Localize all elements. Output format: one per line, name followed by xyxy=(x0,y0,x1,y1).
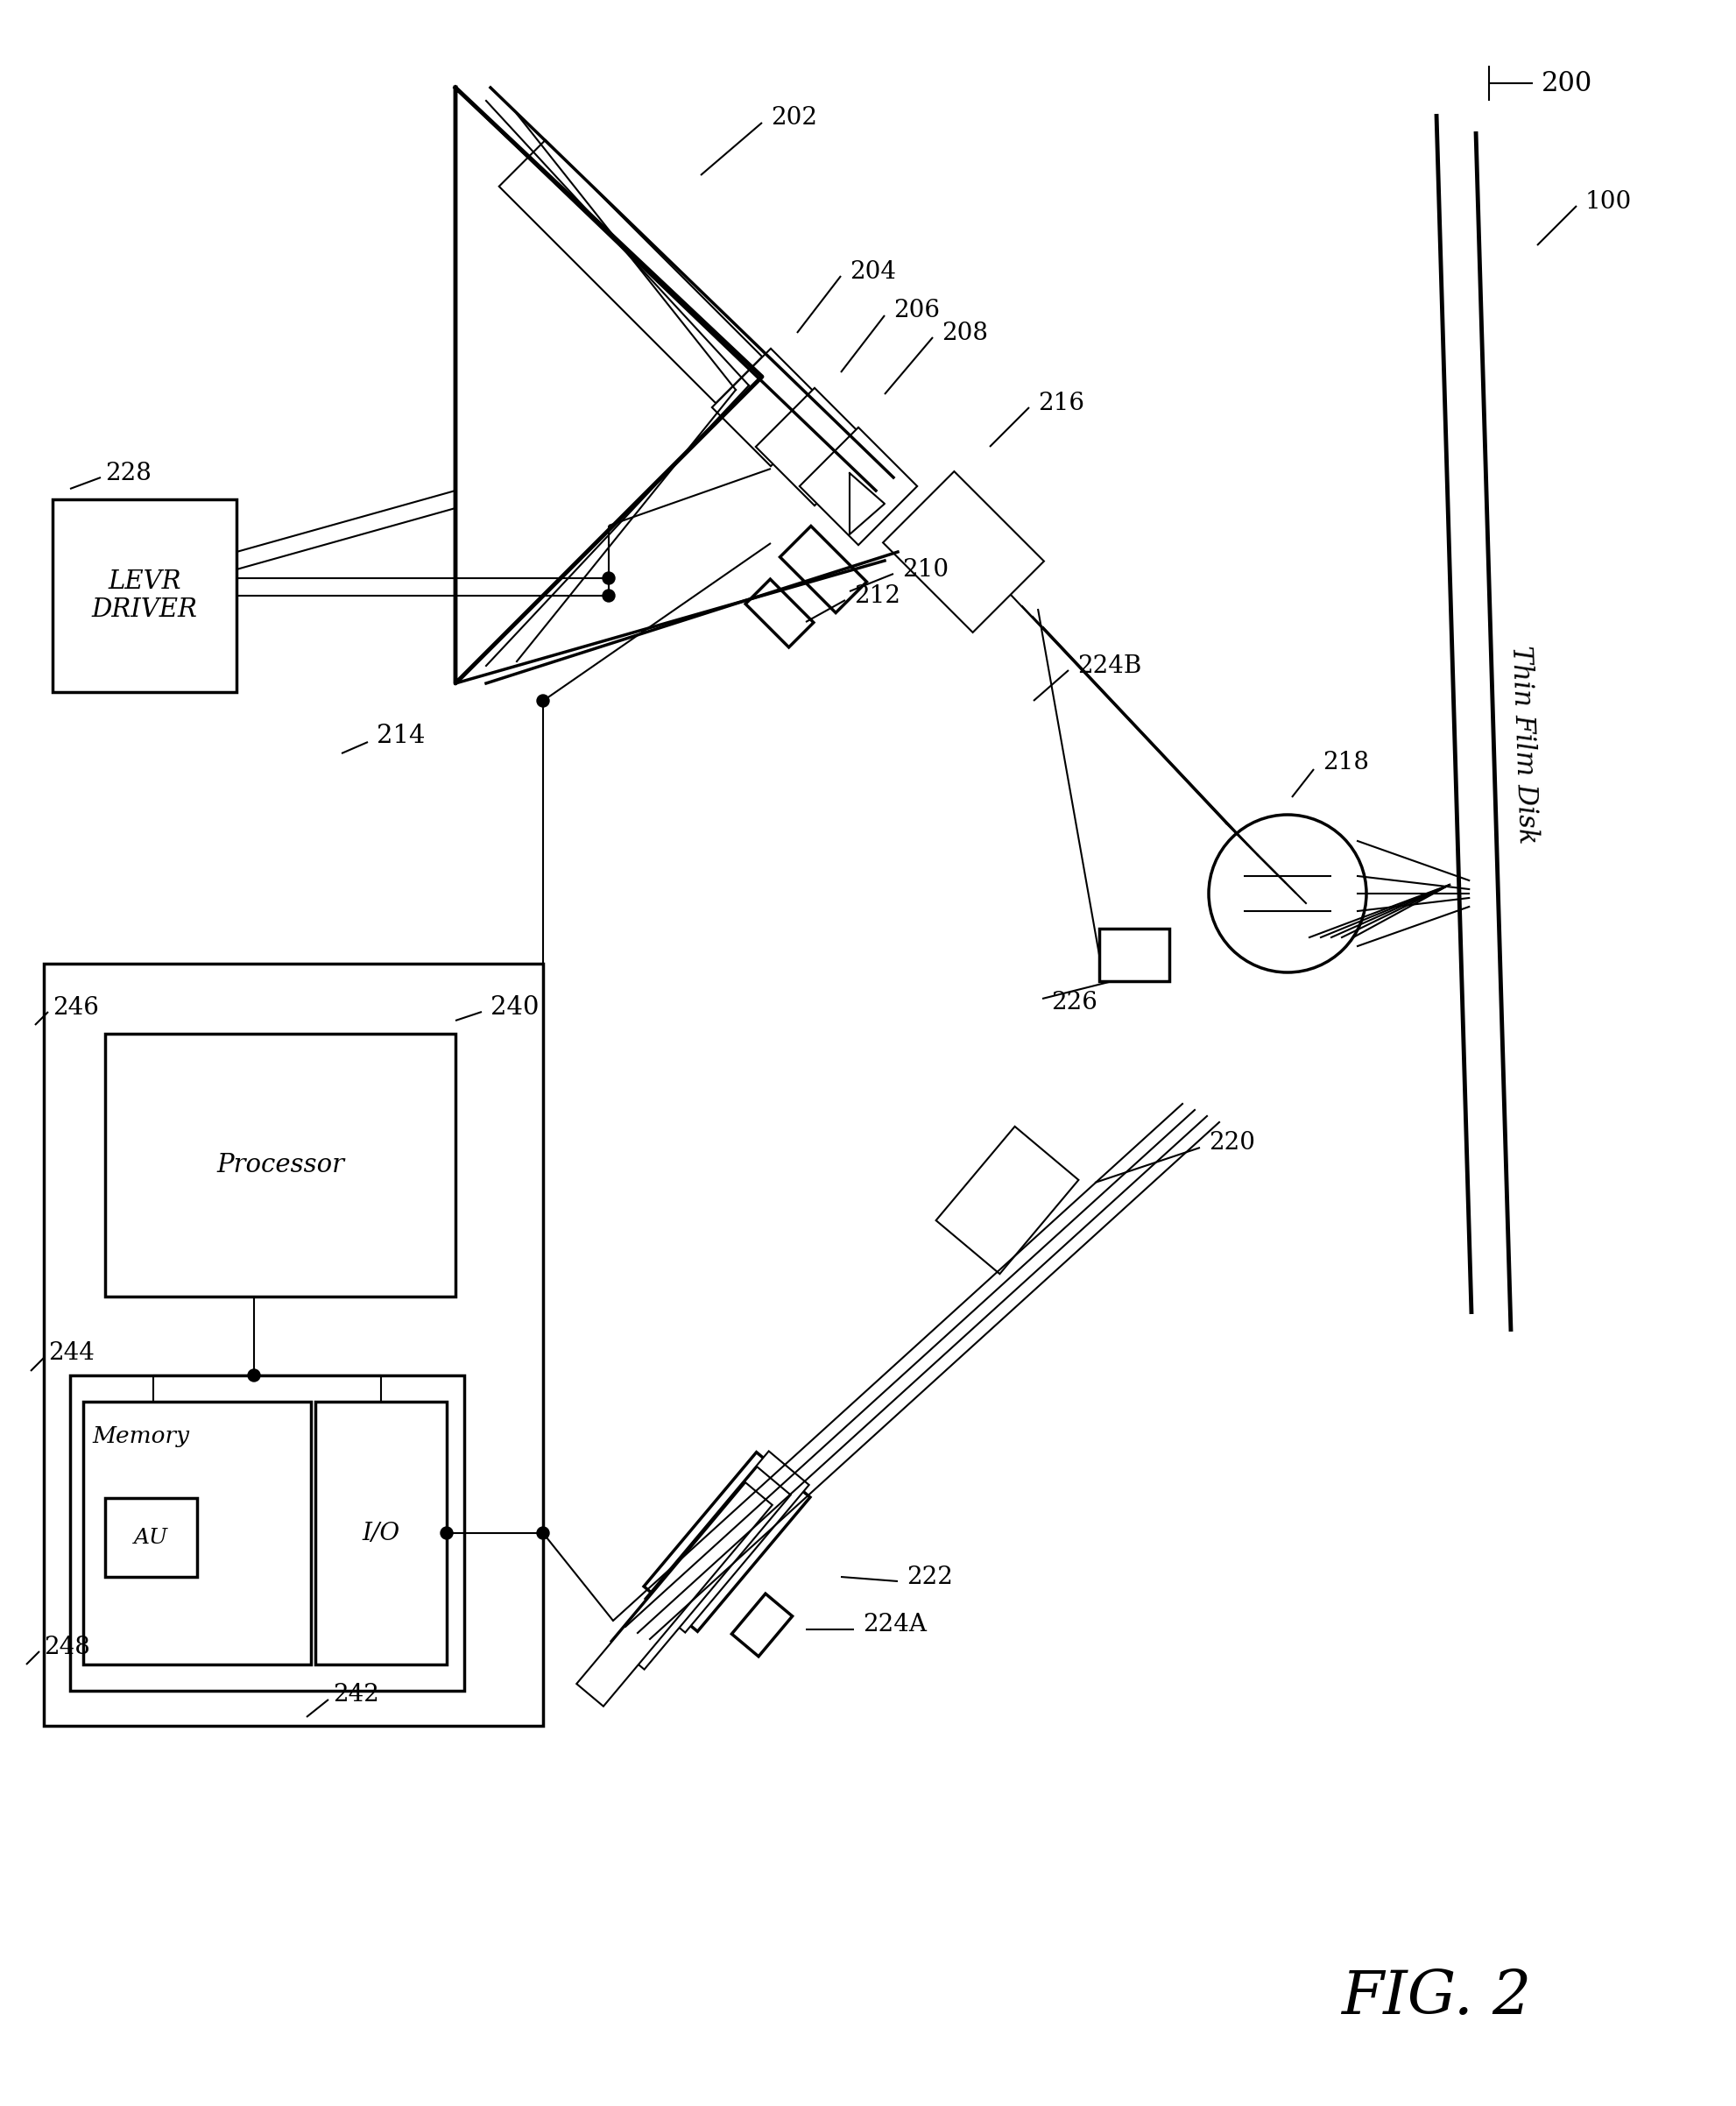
Text: 202: 202 xyxy=(771,107,816,131)
Text: 100: 100 xyxy=(1585,190,1632,213)
Polygon shape xyxy=(720,358,819,457)
Text: 216: 216 xyxy=(1038,392,1083,415)
Polygon shape xyxy=(644,1451,809,1632)
Polygon shape xyxy=(936,1127,1078,1274)
Text: Thin Film Disk: Thin Film Disk xyxy=(1505,644,1540,845)
Circle shape xyxy=(536,1527,549,1539)
Text: 248: 248 xyxy=(43,1634,90,1660)
Text: 222: 222 xyxy=(906,1565,953,1588)
Polygon shape xyxy=(514,156,746,388)
Bar xyxy=(1099,929,1168,981)
Text: LEVR
DRIVER: LEVR DRIVER xyxy=(92,569,198,621)
Polygon shape xyxy=(745,579,812,647)
Polygon shape xyxy=(644,1453,809,1632)
Polygon shape xyxy=(498,139,762,402)
Text: 200: 200 xyxy=(1542,69,1592,97)
Circle shape xyxy=(602,590,615,602)
Text: 204: 204 xyxy=(849,259,896,284)
Bar xyxy=(106,1497,196,1577)
Circle shape xyxy=(441,1527,453,1539)
Polygon shape xyxy=(809,436,908,535)
Text: 240: 240 xyxy=(490,996,538,1019)
Text: 242: 242 xyxy=(333,1683,378,1708)
Text: 226: 226 xyxy=(1050,992,1097,1015)
Circle shape xyxy=(248,1369,260,1382)
Text: FIG. 2: FIG. 2 xyxy=(1340,1969,1531,2026)
Bar xyxy=(52,499,236,693)
Text: 246: 246 xyxy=(52,996,99,1019)
Polygon shape xyxy=(882,472,1043,632)
Text: 218: 218 xyxy=(1321,750,1368,775)
Polygon shape xyxy=(946,1137,1068,1264)
Polygon shape xyxy=(576,1483,773,1706)
Bar xyxy=(69,1375,464,1691)
Text: 212: 212 xyxy=(854,583,899,607)
Text: 210: 210 xyxy=(901,558,948,581)
Text: 206: 206 xyxy=(892,299,939,322)
Polygon shape xyxy=(799,428,917,545)
Circle shape xyxy=(536,695,549,708)
Circle shape xyxy=(602,573,615,583)
Text: 220: 220 xyxy=(1208,1131,1255,1154)
Text: Memory: Memory xyxy=(92,1426,189,1447)
Text: 224B: 224B xyxy=(1076,655,1141,678)
Text: 224A: 224A xyxy=(863,1613,927,1636)
Polygon shape xyxy=(764,398,865,497)
Text: 228: 228 xyxy=(106,461,151,484)
Text: 244: 244 xyxy=(49,1342,94,1365)
Polygon shape xyxy=(755,388,873,505)
Polygon shape xyxy=(892,480,1035,623)
Text: 214: 214 xyxy=(377,724,425,748)
Polygon shape xyxy=(611,1466,790,1670)
Bar xyxy=(316,1403,446,1664)
Text: AU: AU xyxy=(134,1527,168,1548)
Bar xyxy=(106,1034,455,1297)
Bar xyxy=(83,1403,311,1664)
Polygon shape xyxy=(779,526,866,613)
Text: I/O: I/O xyxy=(361,1521,399,1546)
Text: 208: 208 xyxy=(941,320,988,345)
Polygon shape xyxy=(731,1594,792,1657)
Text: Processor: Processor xyxy=(217,1152,344,1177)
Polygon shape xyxy=(712,347,830,465)
Bar xyxy=(43,965,543,1725)
